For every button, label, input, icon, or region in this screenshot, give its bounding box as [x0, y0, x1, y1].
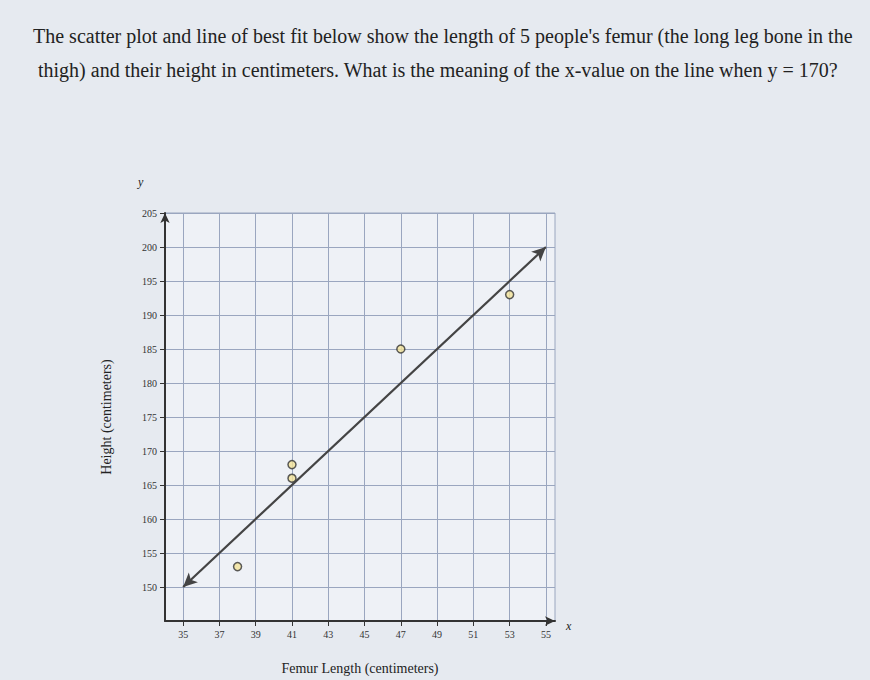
svg-text:39: 39	[251, 629, 261, 640]
svg-text:150: 150	[142, 582, 157, 593]
svg-text:180: 180	[142, 378, 157, 389]
svg-text:185: 185	[142, 344, 157, 355]
svg-text:43: 43	[323, 629, 333, 640]
svg-text:55: 55	[541, 629, 551, 640]
svg-text:Femur Length (centimeters): Femur Length (centimeters)	[281, 661, 438, 677]
svg-text:155: 155	[142, 548, 157, 559]
svg-text:41: 41	[287, 629, 297, 640]
svg-text:x: x	[565, 619, 572, 633]
svg-text:165: 165	[142, 480, 157, 491]
svg-text:53: 53	[505, 629, 515, 640]
svg-text:35: 35	[178, 629, 188, 640]
svg-text:170: 170	[142, 446, 157, 457]
svg-text:45: 45	[360, 629, 370, 640]
svg-text:190: 190	[142, 310, 157, 321]
svg-text:51: 51	[468, 629, 478, 640]
svg-text:200: 200	[142, 242, 157, 253]
svg-text:The scatter plot and line of b: The scatter plot and line of best fit be…	[33, 25, 853, 48]
svg-text:thigh) and their height in cen: thigh) and their height in centimeters. …	[33, 59, 838, 82]
svg-text:37: 37	[214, 629, 224, 640]
svg-text:175: 175	[142, 412, 157, 423]
svg-text:47: 47	[396, 629, 406, 640]
svg-text:Height (centimeters): Height (centimeters)	[99, 359, 115, 475]
svg-text:195: 195	[142, 276, 157, 287]
svg-text:160: 160	[142, 514, 157, 525]
svg-text:205: 205	[142, 208, 157, 219]
svg-text:49: 49	[432, 629, 442, 640]
svg-text:y: y	[137, 175, 144, 189]
